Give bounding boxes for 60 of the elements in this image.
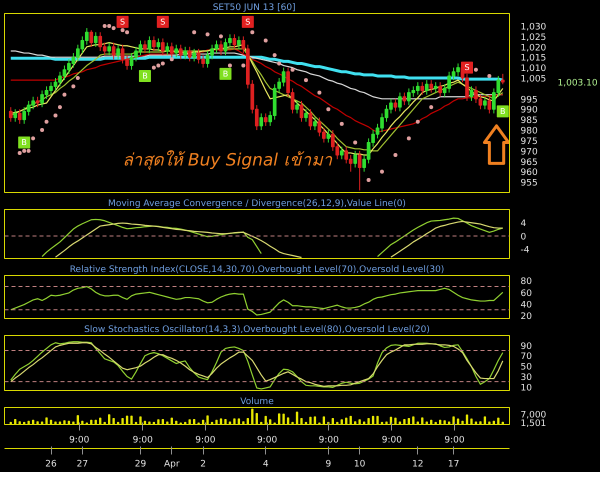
x-tick-label: 26 (45, 460, 58, 470)
y-tick-label: 30 (520, 372, 532, 383)
x-tick-label: 2 (200, 460, 206, 470)
y-tick-label: 955 (520, 178, 538, 189)
data-label: S (120, 17, 126, 26)
y-tick-label: 90 (520, 342, 532, 352)
text: 9:00 (318, 436, 340, 446)
text: 9:00 (69, 436, 90, 446)
y-tick-label: 60 (520, 288, 532, 299)
y-tick-label: 975 (520, 136, 538, 147)
y-tick-label: 1,015 (520, 54, 546, 64)
y-tick-label: 20 (520, 312, 532, 322)
y-tick-label: 1,005 (520, 74, 546, 85)
x-tick-label: 29 (134, 460, 146, 470)
x-tick-label: 10 (354, 460, 366, 470)
text: 9:00 (256, 436, 278, 446)
text: 9:00 (382, 436, 402, 446)
y-tick-label: 970 (520, 147, 538, 158)
text: 9:00 (132, 436, 154, 446)
y-tick-label: 995 (520, 95, 538, 106)
text: 9:00 (195, 436, 216, 446)
y-tick-label: 70 (520, 352, 532, 362)
chart-title: Relative Strength Index(CLOSE,14,30,70),Overbought Level(70),Oversold Level(30) (70, 265, 444, 275)
x-tick-label: 17 (448, 460, 460, 470)
data-label: B (222, 69, 228, 78)
data-label: B (142, 71, 148, 80)
y-tick-label: 985 (520, 116, 538, 126)
data-label: S (245, 17, 250, 26)
text: 9:00 (444, 436, 465, 446)
y-tick-label: 50 (520, 362, 532, 373)
x-tick-label: 12 (412, 460, 424, 470)
y-tick-label: 1,010 (520, 64, 547, 74)
y-tick-label: 80 (520, 277, 532, 288)
y-tick-label: 1,025 (520, 32, 546, 43)
y-tick-label: 960 (520, 168, 538, 178)
y-tick-label: 1,030 (520, 22, 547, 32)
y-tick-label: 990 (520, 106, 538, 116)
data-label: B (21, 138, 27, 148)
y-tick-label: -4 (520, 246, 530, 256)
y-tick-label: 0 (520, 232, 526, 242)
x-tick-label: 4 (262, 460, 269, 470)
y-tick-label: 965 (520, 158, 538, 168)
y-tick-label: 4 (520, 219, 526, 230)
chart-title: Moving Average Convergence / Divergence(26,12,9),Value Line(0) (108, 199, 406, 209)
data-label: B (500, 106, 506, 116)
x-tick-label: 9 (325, 460, 332, 470)
y-tick-label: 1,020 (520, 43, 547, 54)
y-tick-label: 10 (520, 383, 532, 394)
x-tick-label: 27 (76, 460, 88, 470)
y-tick-label: 40 (520, 300, 532, 310)
data-label: S (160, 17, 166, 26)
x-tick-label: Apr (164, 460, 180, 470)
annotation: ล่าสุดให้ Buy Signal เข้ามา (122, 150, 332, 170)
chart-title: Slow Stochastics Oscillator(14,3,3),Overbought Level(80),Oversold Level(20) (84, 325, 430, 335)
data-label: S (464, 63, 470, 72)
y-tick-label: 980 (520, 126, 538, 137)
chart-title: SET50 JUN 13 [60] (212, 3, 296, 13)
chart-title: Volume (240, 397, 274, 407)
y-tick-label: 1,501 (520, 418, 546, 429)
text: 1,003.10 (558, 78, 598, 88)
